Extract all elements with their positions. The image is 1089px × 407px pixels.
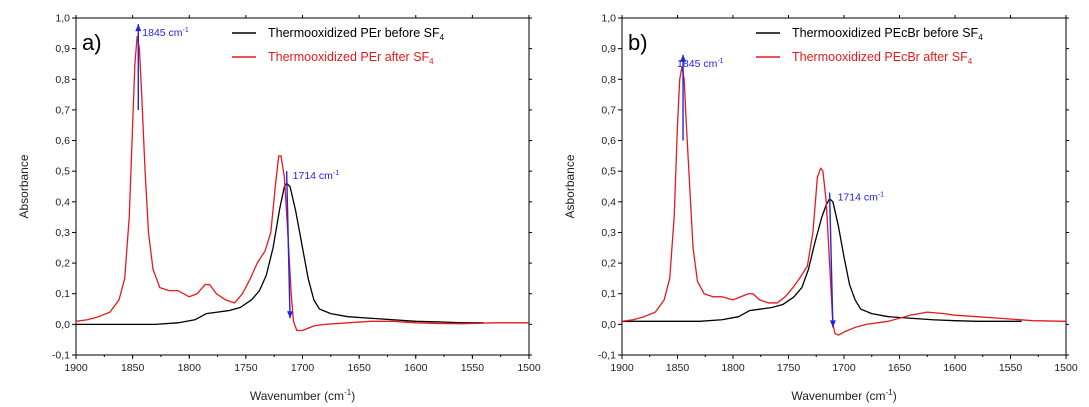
x-axis-title-sup: -1 — [344, 388, 352, 397]
annotation-label-sup: -1 — [878, 192, 884, 199]
y-tick-label: 0,7 — [55, 104, 70, 116]
x-axis-title-end: ) — [351, 389, 355, 403]
y-tick-label: 0,5 — [55, 166, 70, 178]
x-tick-label: 1850 — [121, 362, 145, 374]
y-axis-title: Absorbance — [17, 154, 31, 218]
y-tick-label: 0,3 — [601, 227, 616, 239]
annotation-label: 1714 cm-1 — [838, 192, 885, 204]
annotation-arrow-head — [135, 24, 142, 32]
y-tick-label: 0,0 — [601, 319, 616, 331]
y-tick-label: 0,1 — [601, 288, 616, 300]
x-axis-title-end: ) — [893, 389, 897, 403]
x-tick-label: 1600 — [404, 362, 428, 374]
series-line-0 — [622, 198, 1022, 322]
legend-label-0: Thermooxidized PEr before SF4 — [268, 26, 445, 42]
legend-label-main: Thermooxidized PEr after SF — [268, 50, 430, 64]
annotation-label-main: 1714 cm — [293, 170, 334, 182]
x-tick-label: 1900 — [610, 362, 634, 374]
x-tick-label: 1850 — [666, 362, 690, 374]
plot-frame — [75, 17, 530, 356]
x-axis-title-sup: -1 — [886, 388, 894, 397]
legend-label-0: Thermooxidized PEcBr before SF4 — [792, 26, 983, 42]
y-tick-label: 0,2 — [55, 258, 70, 270]
legend-label-sub: 4 — [978, 33, 983, 42]
annotation-label: 1714 cm-1 — [293, 170, 340, 182]
y-tick-label: 0,8 — [55, 74, 70, 86]
annotation-arrow-shaft — [828, 192, 834, 328]
y-tick-label: 0,1 — [55, 288, 70, 300]
y-tick-label: 0,8 — [601, 74, 616, 86]
annotation-label-sup: -1 — [183, 27, 189, 34]
x-tick-label: 1800 — [178, 362, 202, 374]
legend-label-sub: 4 — [440, 33, 445, 42]
y-axis-title: Asborbance — [563, 154, 577, 218]
y-tick-label: 1,0 — [55, 13, 70, 25]
y-tick-label: 0,6 — [55, 135, 70, 147]
annotation-label: 1845 cm-1 — [142, 27, 189, 39]
y-tick-label: 0,4 — [55, 196, 70, 208]
annotation-arrow-head — [829, 320, 836, 328]
panel-a: 1900 1850 1800 1750 1700 1650 1600 1550 1500 -0,1… — [17, 13, 541, 404]
legend-label-1: Thermooxidized PEcBr after SF4 — [792, 50, 973, 66]
x-tick-label: 1650 — [888, 362, 912, 374]
annotation-arrow-shaft — [285, 171, 291, 319]
x-tick-label: 1800 — [721, 362, 745, 374]
x-tick-label: 1750 — [234, 362, 258, 374]
x-tick-label: 1700 — [832, 362, 856, 374]
annotation-arrow-head — [287, 311, 294, 319]
series-line-0 — [76, 182, 484, 326]
y-tick-label: 0,7 — [601, 104, 616, 116]
annotation-label-main: 1714 cm — [838, 192, 879, 204]
x-tick-label: 1650 — [347, 362, 371, 374]
y-tick-label: 0,0 — [55, 319, 70, 331]
y-tick-label: 0,2 — [601, 258, 616, 270]
panel-label: a) — [82, 30, 102, 55]
y-tick-label: 0,3 — [55, 227, 70, 239]
annotation-label-main: 1845 cm — [677, 58, 718, 70]
y-tick-label: 0,9 — [601, 43, 616, 55]
y-tick-label: -0,1 — [598, 350, 616, 362]
y-tick-label: -0,1 — [52, 350, 70, 362]
legend-label-main: Thermooxidized PEcBr after SF — [792, 50, 968, 64]
legend-label-1: Thermooxidized PEr after SF4 — [268, 50, 434, 66]
x-tick-label: 1700 — [291, 362, 315, 374]
panel-b: 1900 1850 1800 1750 1700 1650 1600 1550 1500 -0,1… — [563, 13, 1078, 404]
legend-label-main: Thermooxidized PEr before SF — [268, 26, 440, 40]
annotation-arrow-head — [680, 54, 687, 62]
x-axis-title: Wavenumber (cm-1) — [250, 388, 355, 403]
x-tick-label: 1900 — [64, 362, 88, 374]
legend-label-sub: 4 — [968, 57, 973, 66]
x-tick-label: 1550 — [461, 362, 485, 374]
x-axis-title-main: Wavenumber (cm — [250, 389, 344, 403]
y-tick-label: 1,0 — [601, 13, 616, 25]
panel-label: b) — [628, 30, 648, 55]
series-line-1 — [621, 66, 1067, 336]
annotation-label-sup: -1 — [333, 170, 339, 177]
y-tick-label: 0,5 — [601, 166, 616, 178]
x-tick-label: 1600 — [943, 362, 967, 374]
annotation-label: 1845 cm-1 — [677, 58, 724, 70]
x-axis-title: Wavenumber (cm-1) — [791, 388, 896, 403]
y-tick-label: 0,4 — [601, 196, 616, 208]
x-tick-label: 1550 — [999, 362, 1023, 374]
x-axis-title-main: Wavenumber (cm — [791, 389, 885, 403]
legend-label-sub: 4 — [429, 57, 434, 66]
annotation-label-main: 1845 cm — [142, 27, 183, 39]
x-tick-label: 1500 — [1054, 362, 1078, 374]
x-tick-label: 1750 — [777, 362, 801, 374]
series-line-1 — [75, 35, 529, 332]
y-tick-label: 0,9 — [55, 43, 70, 55]
x-tick-label: 1500 — [517, 362, 541, 374]
annotation-label-sup: -1 — [717, 58, 723, 65]
legend-label-main: Thermooxidized PEcBr before SF — [792, 26, 979, 40]
y-tick-label: 0,6 — [601, 135, 616, 147]
